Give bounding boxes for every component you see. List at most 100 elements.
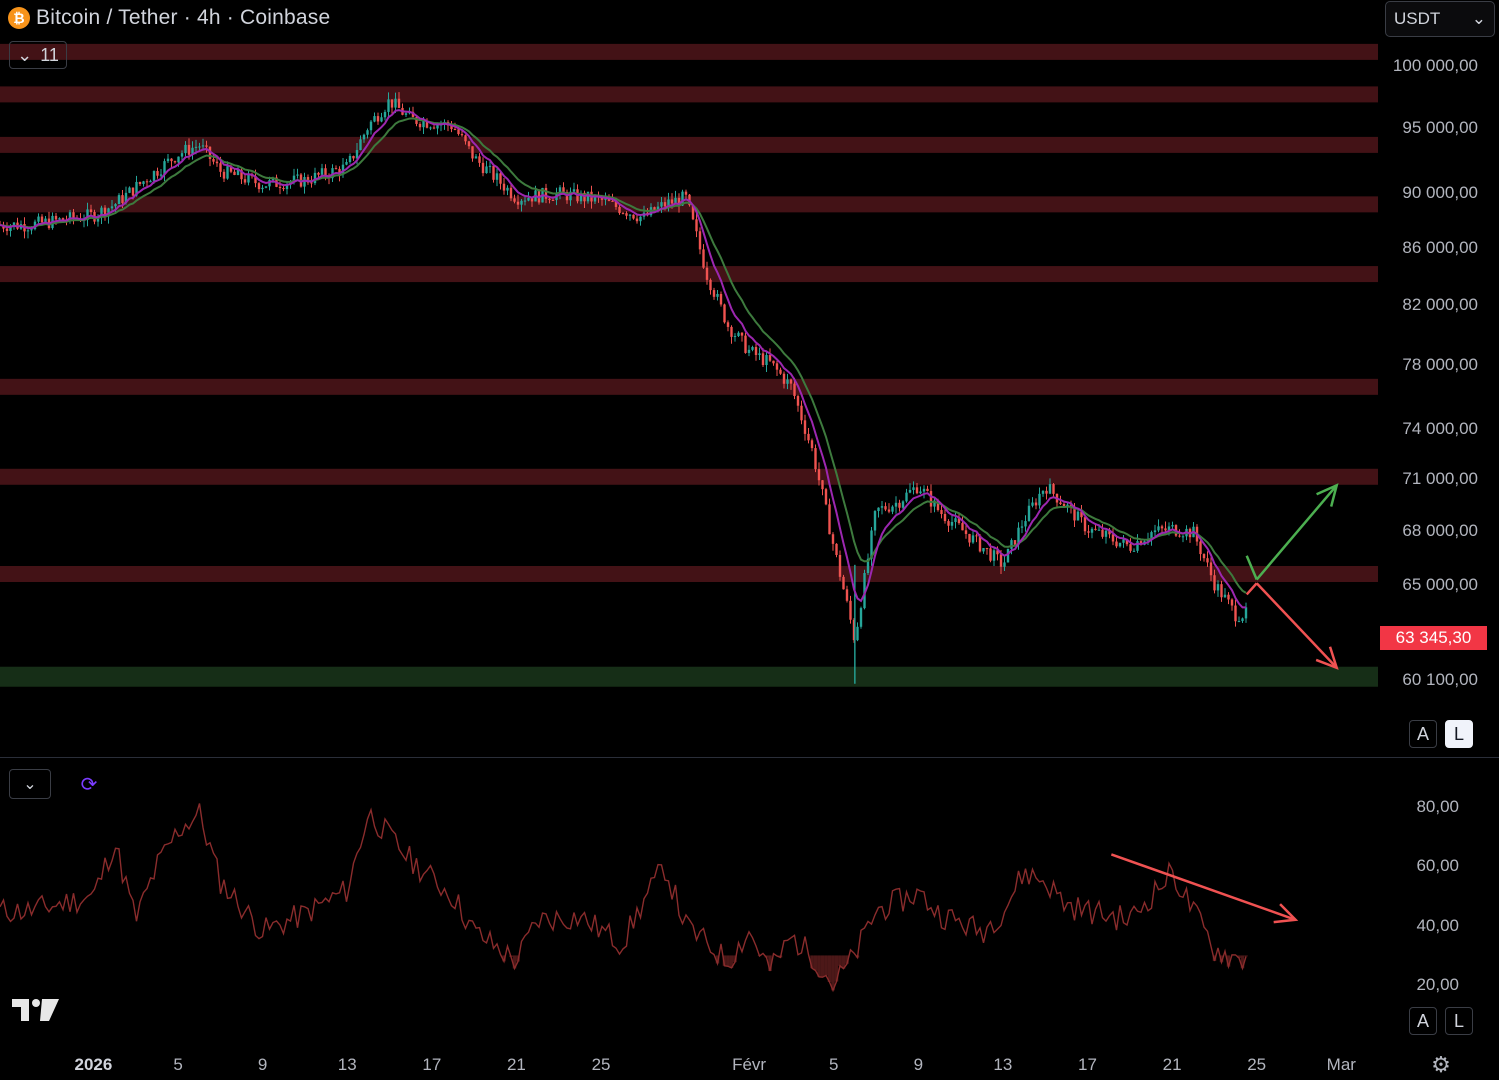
candle-body: [303, 177, 306, 187]
candle-body: [156, 171, 159, 176]
candle-body: [506, 187, 509, 191]
candle-body: [999, 554, 1003, 567]
candle-body: [422, 120, 425, 128]
candle-body: [660, 202, 663, 207]
candle-body: [222, 171, 226, 179]
candle-body: [1083, 517, 1087, 532]
candle-body: [621, 213, 625, 215]
candle-body: [779, 369, 782, 374]
price-axis-label: 90 000,00: [1402, 182, 1478, 202]
candle-body: [1041, 490, 1045, 494]
symbol-title[interactable]: Bitcoin / Tether · 4h · Coinbase: [36, 6, 331, 29]
candle-body: [789, 379, 793, 384]
candle-body: [733, 335, 737, 337]
candle-body: [341, 164, 345, 175]
candle-body: [89, 209, 93, 213]
candle-body: [880, 506, 884, 508]
rsi-log-scale-button[interactable]: L: [1445, 1007, 1473, 1035]
candle-body: [807, 433, 810, 441]
ema-slow-line: [0, 117, 1247, 594]
candle-body: [810, 440, 814, 449]
candle-body: [110, 206, 114, 209]
indicator-collapse-button[interactable]: ⌄: [9, 769, 51, 799]
candle-body: [387, 99, 390, 112]
candle-body: [796, 396, 800, 406]
candle-body: [740, 332, 744, 336]
candle-body: [877, 507, 880, 512]
sync-icon[interactable]: ⟳: [80, 773, 98, 796]
candle-body: [544, 187, 548, 199]
candle-body: [684, 191, 688, 195]
candle-body: [859, 608, 863, 627]
price-axis-label: 86 000,00: [1402, 237, 1478, 257]
candle-body: [926, 488, 929, 492]
candle-body: [1223, 594, 1227, 598]
pane-divider[interactable]: [0, 757, 1499, 758]
candle-body: [1171, 525, 1174, 527]
candle-body: [1059, 502, 1062, 504]
resistance-zone: [0, 468, 1378, 485]
candle-body: [282, 187, 285, 190]
candle-body: [1150, 532, 1153, 539]
candle-body: [1213, 575, 1216, 591]
candle-body: [1108, 530, 1111, 535]
candle-body: [558, 187, 562, 193]
candle-body: [488, 165, 492, 167]
candle-body: [849, 600, 852, 620]
indicators-collapse-button[interactable]: ⌄ 11: [9, 41, 67, 69]
candle-body: [1209, 562, 1213, 576]
candle-body: [436, 124, 439, 129]
log-scale-button[interactable]: L: [1445, 720, 1473, 748]
candle-body: [625, 213, 628, 216]
candle-body: [1234, 605, 1237, 622]
candle-body: [58, 218, 61, 220]
candle-body: [628, 214, 632, 216]
candle-body: [285, 184, 289, 190]
candle-body: [198, 146, 201, 148]
bullish-arrow: [1255, 484, 1338, 581]
currency-select[interactable]: USDT ⌄: [1385, 1, 1495, 37]
resistance-zone: [0, 136, 1378, 153]
settings-gear-icon[interactable]: ⚙: [1431, 1052, 1451, 1077]
candle-body: [394, 98, 397, 108]
candle-body: [1136, 541, 1139, 551]
candle-body: [1167, 526, 1171, 531]
rsi-divergence-arrow: [1110, 853, 1296, 921]
candle-body: [345, 162, 348, 165]
tradingview-logo-icon[interactable]: [12, 997, 60, 1023]
candle-body: [373, 116, 376, 122]
candle-body: [366, 130, 369, 135]
candle-body: [1031, 502, 1034, 506]
symbol-header[interactable]: ₿ Bitcoin / Tether · 4h · Coinbase: [0, 0, 330, 36]
candle-body: [765, 355, 768, 366]
candle-body: [457, 129, 460, 135]
candle-body: [1006, 548, 1010, 563]
candle-body: [1125, 539, 1129, 545]
candle-body: [226, 166, 229, 179]
candle-body: [184, 144, 187, 154]
candle-body: [716, 293, 719, 297]
chevron-down-icon: ⌄: [1471, 9, 1486, 28]
candle-body: [191, 147, 194, 155]
price-axis-label: 74 000,00: [1402, 418, 1478, 438]
auto-scale-button[interactable]: A: [1409, 720, 1437, 748]
candle-body: [761, 353, 765, 366]
candle-body: [730, 326, 733, 337]
candle-body: [954, 518, 957, 522]
candle-body: [264, 186, 268, 188]
candle-body: [96, 217, 100, 222]
candle-body: [334, 168, 338, 170]
rsi-auto-scale-button[interactable]: A: [1409, 1007, 1437, 1035]
price-axis-label: 60 100,00: [1402, 669, 1478, 689]
candle-body: [1237, 621, 1241, 623]
support-zone: [0, 666, 1378, 687]
candle-body: [1104, 530, 1108, 537]
candle-body: [257, 183, 261, 190]
candle-body: [103, 207, 107, 217]
candle-body: [261, 187, 264, 190]
candle-body: [604, 198, 607, 200]
candle-body: [607, 198, 611, 201]
candle-body: [453, 129, 457, 131]
candle-body: [656, 206, 660, 212]
